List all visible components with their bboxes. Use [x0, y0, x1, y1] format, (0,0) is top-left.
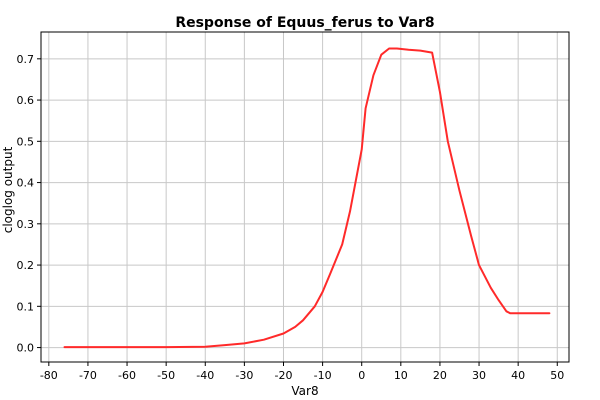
y-tick-label: 0.2: [17, 259, 35, 272]
chart-title: Response of Equus_ferus to Var8: [175, 15, 434, 31]
x-axis-label: Var8: [291, 384, 318, 398]
y-tick-label: 0.5: [17, 135, 35, 148]
x-tick-label: -10: [314, 369, 332, 382]
axis-ticks: -80 -70 -60 -50 -40 -30 -20 -10 0 10 20 30 40 50 0.0 0.…: [17, 53, 565, 382]
series-group: [63, 47, 551, 349]
series-line: [63, 47, 551, 349]
y-tick-label: 0.4: [17, 177, 35, 190]
y-tick-label: 0.6: [17, 94, 35, 107]
x-tick-label: 50: [550, 369, 564, 382]
y-tick-label: 0.0: [17, 342, 35, 355]
x-tick-label: -50: [157, 369, 175, 382]
x-tick-label: -60: [118, 369, 136, 382]
x-tick-label: 40: [511, 369, 525, 382]
x-tick-label: -40: [196, 369, 214, 382]
x-tick-label: 0: [358, 369, 365, 382]
x-tick-label: 30: [472, 369, 486, 382]
x-tick-label: -30: [235, 369, 253, 382]
y-tick-label: 0.1: [17, 300, 35, 313]
x-tick-label: -20: [275, 369, 293, 382]
x-tick-label: 10: [394, 369, 408, 382]
y-tick-label: 0.7: [17, 53, 35, 66]
x-tick-label: -70: [79, 369, 97, 382]
plot-frame: [40, 31, 570, 363]
x-tick-label: 20: [433, 369, 447, 382]
y-tick-label: 0.3: [17, 218, 35, 231]
x-tick-label: -80: [40, 369, 58, 382]
y-axis-label: cloglog output: [1, 146, 15, 233]
